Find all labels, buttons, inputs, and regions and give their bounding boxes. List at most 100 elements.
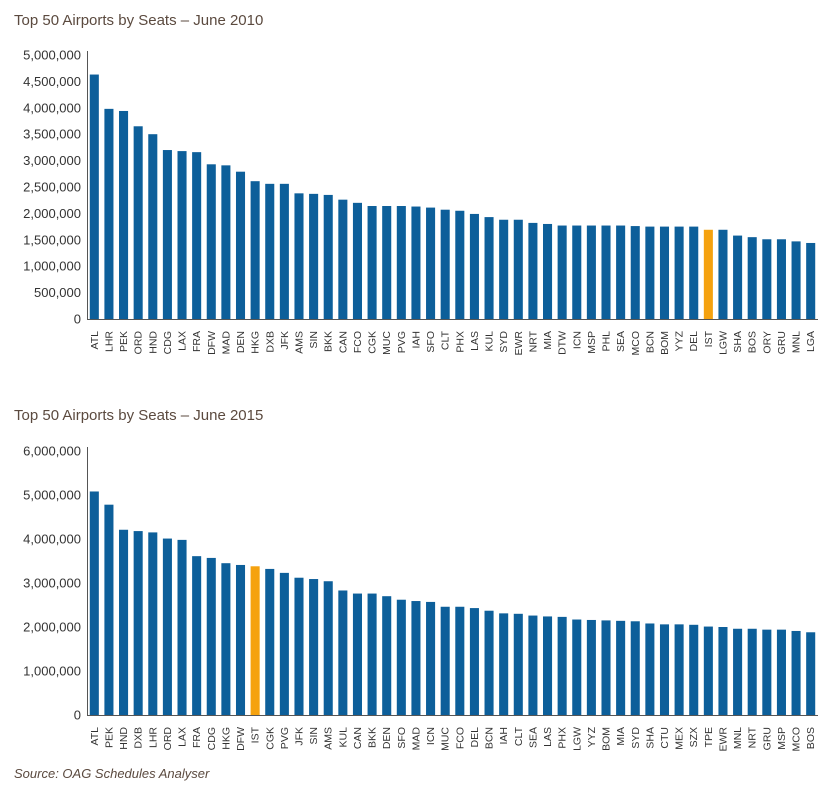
bar-ctu [659, 624, 670, 715]
bar-sea [616, 225, 626, 319]
x-tick-label: ATL [89, 727, 101, 746]
x-tick-label: PHL [601, 331, 613, 352]
x-tick-label: SFO [396, 727, 408, 749]
bar-cdg [162, 150, 172, 319]
x-tick-label: SEA [615, 331, 627, 352]
x-tick-label: HND [147, 331, 159, 354]
x-tick-label: KUL [337, 727, 349, 748]
bar-ord [133, 126, 143, 319]
bar-bom [601, 620, 611, 715]
bar-lax [177, 539, 187, 715]
x-tick-label: KUL [484, 331, 496, 352]
y-tick-label: 1,000,000 [23, 259, 81, 274]
bar-sha [645, 623, 655, 715]
bar-pvg [279, 572, 289, 715]
x-tick-label: MAD [220, 331, 232, 355]
x-tick-label: SHA [732, 331, 744, 353]
y-tick-label: 2,000,000 [23, 206, 81, 221]
x-tick-label: SFO [425, 331, 437, 353]
x-tick-label: ORD [133, 331, 145, 355]
bar-bcn [484, 610, 494, 715]
x-tick-label: GRU [761, 727, 773, 750]
x-tick-label: DEL [469, 727, 481, 748]
bar-can [352, 593, 362, 715]
x-tick-label: LGW [571, 727, 583, 751]
bar-szx [689, 624, 699, 715]
bar-bos [806, 632, 816, 715]
x-tick-label: BOS [747, 331, 759, 353]
x-tick-label: IST [250, 726, 262, 743]
bar-kul [484, 217, 494, 319]
bar-lga [806, 242, 816, 319]
x-tick-label: MUC [440, 727, 452, 751]
bar-sea [528, 615, 538, 715]
x-tick-label: MAD [410, 727, 422, 751]
bar-clt [440, 209, 450, 319]
bar-iah [411, 206, 421, 319]
x-tick-label: YYZ [674, 330, 686, 351]
bar-hnd [119, 529, 129, 715]
y-tick-label: 3,000,000 [23, 576, 81, 591]
x-tick-label: LAX [177, 727, 189, 747]
bar-fco [352, 202, 362, 319]
bar-msp [586, 225, 596, 319]
bar-mad [221, 165, 231, 319]
bar-gru [776, 239, 786, 319]
bar-hkg [221, 563, 231, 715]
bar-yyz [586, 619, 596, 715]
bar-atl [89, 491, 99, 715]
x-tick-label: CGK [367, 331, 379, 354]
x-tick-label: FRA [191, 331, 203, 352]
y-tick-label: 2,000,000 [23, 620, 81, 635]
bar-pek [119, 110, 129, 319]
source-note: Source: OAG Schedules Analyser [14, 766, 210, 781]
x-tick-label: DEN [235, 331, 247, 353]
bar-lhr [148, 532, 158, 715]
x-tick-label: CLT [513, 726, 525, 746]
x-tick-label: NRT [747, 726, 759, 748]
bar-iah [499, 613, 509, 715]
bar-hkg [250, 181, 260, 319]
x-tick-label: IAH [410, 331, 422, 349]
x-tick-label: LAS [542, 727, 554, 747]
bar-sin [309, 193, 319, 319]
x-tick-label: ICN [571, 331, 583, 349]
bar-muc [440, 606, 450, 715]
x-tick-label: EWR [717, 727, 729, 752]
x-axis: ATL LHR PEK ORD HND CDG LAX FRA DFW MAD DEN HKG DXB J… [89, 330, 817, 355]
bar-yyz [674, 226, 684, 319]
x-tick-label: PEK [103, 727, 115, 748]
y-tick-label: 5,000,000 [23, 48, 81, 63]
bar-dxb [133, 531, 143, 715]
bar-cdg [206, 557, 216, 715]
x-tick-label: MIA [542, 331, 554, 350]
bar-ams [294, 193, 304, 319]
bar-mia [616, 620, 626, 715]
x-tick-label: ICN [425, 727, 437, 745]
bar-den [382, 596, 392, 715]
bar-fra [192, 556, 202, 715]
bar-can [338, 199, 348, 319]
x-tick-label: ORD [162, 727, 174, 751]
x-tick-label: ORY [761, 331, 773, 354]
bar-msp [776, 629, 786, 715]
bar-syd [499, 219, 509, 319]
bar-jfk [279, 183, 289, 319]
x-tick-label: LHR [103, 331, 115, 352]
bar-atl [89, 74, 99, 319]
x-tick-label: PVG [396, 331, 408, 353]
bar-cgk [265, 568, 275, 715]
x-tick-label: PEK [118, 331, 130, 352]
x-tick-label: DFW [235, 727, 247, 751]
bar-mnl [791, 241, 801, 319]
bar-ord [162, 538, 172, 715]
x-tick-label: DEN [381, 727, 393, 749]
x-tick-label: PHX [557, 727, 569, 749]
bar-phx [557, 616, 567, 715]
x-tick-label: AMS [323, 727, 335, 750]
x-tick-label: GRU [776, 331, 788, 354]
y-tick-label: 3,500,000 [23, 127, 81, 142]
x-tick-label: FCO [454, 727, 466, 749]
bar-sfo [396, 599, 406, 715]
y-axis: 0 500,000 1,000,000 1,500,000 2,000,000 2,500… [23, 48, 81, 327]
